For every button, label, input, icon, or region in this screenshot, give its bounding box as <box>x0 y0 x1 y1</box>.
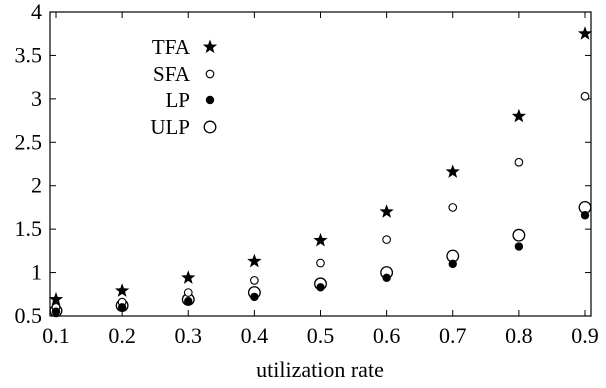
lp-point <box>580 211 590 220</box>
legend-marker-sfa <box>205 69 215 79</box>
y-tick-label: 2.5 <box>15 129 43 154</box>
x-tick-label: 0.6 <box>373 323 401 348</box>
y-tick-label: 4 <box>31 0 42 24</box>
y-tick-label: 0.5 <box>15 303 43 328</box>
sfa-point <box>382 235 391 244</box>
tfa-point <box>577 26 593 40</box>
lp-point <box>250 292 259 302</box>
ulp-point <box>512 228 526 242</box>
x-tick-label: 0.1 <box>42 323 70 348</box>
series-lp <box>51 211 590 316</box>
legend-marker-tfa <box>202 39 218 54</box>
legend-marker-lp <box>205 95 215 105</box>
y-tick-label: 2 <box>31 173 42 198</box>
axis-ticks <box>50 11 591 317</box>
y-tick-label: 1.5 <box>15 216 43 241</box>
legend-marker-ulp <box>203 120 217 134</box>
lp-point <box>51 307 61 316</box>
sfa-point <box>514 157 524 167</box>
legend-label-lp: LP <box>165 88 190 112</box>
plot-frame <box>49 11 592 317</box>
lp-point <box>184 297 193 306</box>
lp-point <box>448 259 457 269</box>
x-axis-label: utilization rate <box>256 357 384 382</box>
lp-point <box>382 273 391 282</box>
tfa-point <box>48 292 64 306</box>
x-tick-label: 0.8 <box>505 323 533 348</box>
x-tick-label: 0.5 <box>307 323 335 348</box>
data-points <box>48 26 593 318</box>
legend-label-ulp: ULP <box>150 115 190 139</box>
sfa-point <box>580 91 590 101</box>
tfa-point <box>247 253 262 268</box>
tfa-point <box>379 204 394 218</box>
tfa-point <box>313 232 328 247</box>
x-tick-label: 0.3 <box>175 323 203 348</box>
y-tick-label: 3.5 <box>15 42 43 67</box>
sfa-point <box>448 203 458 212</box>
x-tick-label: 0.9 <box>571 323 599 348</box>
tfa-point <box>114 283 130 297</box>
sfa-point <box>316 258 325 268</box>
sfa-point <box>250 276 259 285</box>
x-tick-label: 0.7 <box>439 323 467 348</box>
sfa-point <box>183 288 193 297</box>
legend-label-tfa: TFA <box>152 35 191 59</box>
lp-point <box>514 242 524 251</box>
y-tick-label: 3 <box>31 86 42 111</box>
legend-label-sfa: SFA <box>153 62 191 86</box>
y-tick-label: 1 <box>31 260 42 285</box>
tfa-point <box>511 108 527 123</box>
tfa-point <box>181 270 196 284</box>
x-tick-label: 0.2 <box>108 323 136 348</box>
tick-labels: 0.1 0.2 0.3 0.4 0.5 0.6 0.7 0.8 0.9 0.5 1 1.5 2 2.5 3 3… <box>15 0 599 348</box>
lp-point <box>316 283 325 292</box>
tfa-point <box>445 164 460 178</box>
lp-point <box>117 303 127 312</box>
series-tfa <box>48 26 593 306</box>
x-tick-label: 0.4 <box>241 323 269 348</box>
